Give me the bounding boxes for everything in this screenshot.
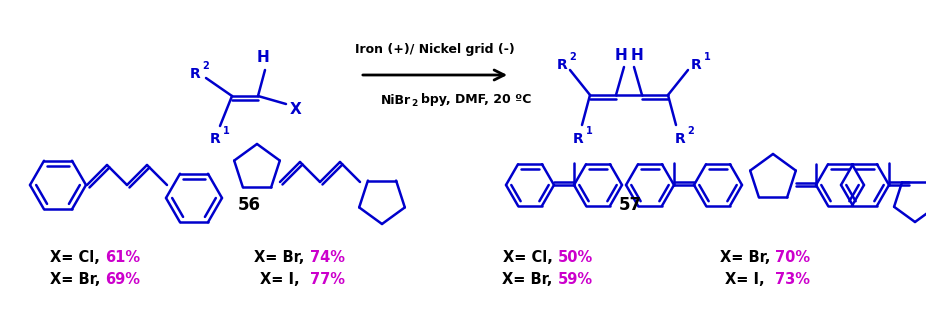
Text: H: H: [615, 47, 628, 63]
Text: Iron (+)/ Nickel grid (-): Iron (+)/ Nickel grid (-): [356, 43, 515, 56]
Text: 1: 1: [704, 52, 710, 62]
Text: H: H: [257, 51, 269, 65]
Text: NiBr: NiBr: [381, 94, 411, 107]
Text: R: R: [190, 67, 200, 81]
Text: R: R: [209, 132, 220, 146]
Text: 2: 2: [411, 99, 418, 108]
Text: 56: 56: [237, 196, 260, 214]
Text: X= I,: X= I,: [260, 272, 310, 287]
Text: 2: 2: [569, 52, 576, 62]
Text: 1: 1: [585, 126, 593, 136]
Text: X= Br,: X= Br,: [503, 272, 558, 287]
Text: 70%: 70%: [775, 250, 810, 265]
Text: R: R: [675, 132, 685, 146]
Text: H: H: [631, 47, 644, 63]
Text: 77%: 77%: [310, 272, 345, 287]
Text: 57: 57: [619, 196, 642, 214]
Text: X: X: [290, 103, 302, 117]
Text: 61%: 61%: [105, 250, 140, 265]
Text: 69%: 69%: [105, 272, 140, 287]
Text: 59%: 59%: [558, 272, 594, 287]
Text: 2: 2: [203, 61, 209, 71]
Text: 74%: 74%: [310, 250, 345, 265]
Text: X= I,: X= I,: [725, 272, 775, 287]
Text: X= Br,: X= Br,: [49, 272, 105, 287]
Text: 1: 1: [222, 126, 230, 136]
Text: X= Cl,: X= Cl,: [503, 250, 558, 265]
Text: X= Br,: X= Br,: [255, 250, 310, 265]
Text: X= Br,: X= Br,: [720, 250, 775, 265]
Text: 50%: 50%: [558, 250, 594, 265]
Text: 73%: 73%: [775, 272, 810, 287]
Text: R: R: [557, 58, 568, 72]
Text: X= Cl,: X= Cl,: [50, 250, 105, 265]
Text: 2: 2: [688, 126, 694, 136]
Text: R: R: [572, 132, 583, 146]
Text: R: R: [691, 58, 701, 72]
Text: bpy, DMF, 20 ºC: bpy, DMF, 20 ºC: [421, 94, 532, 107]
